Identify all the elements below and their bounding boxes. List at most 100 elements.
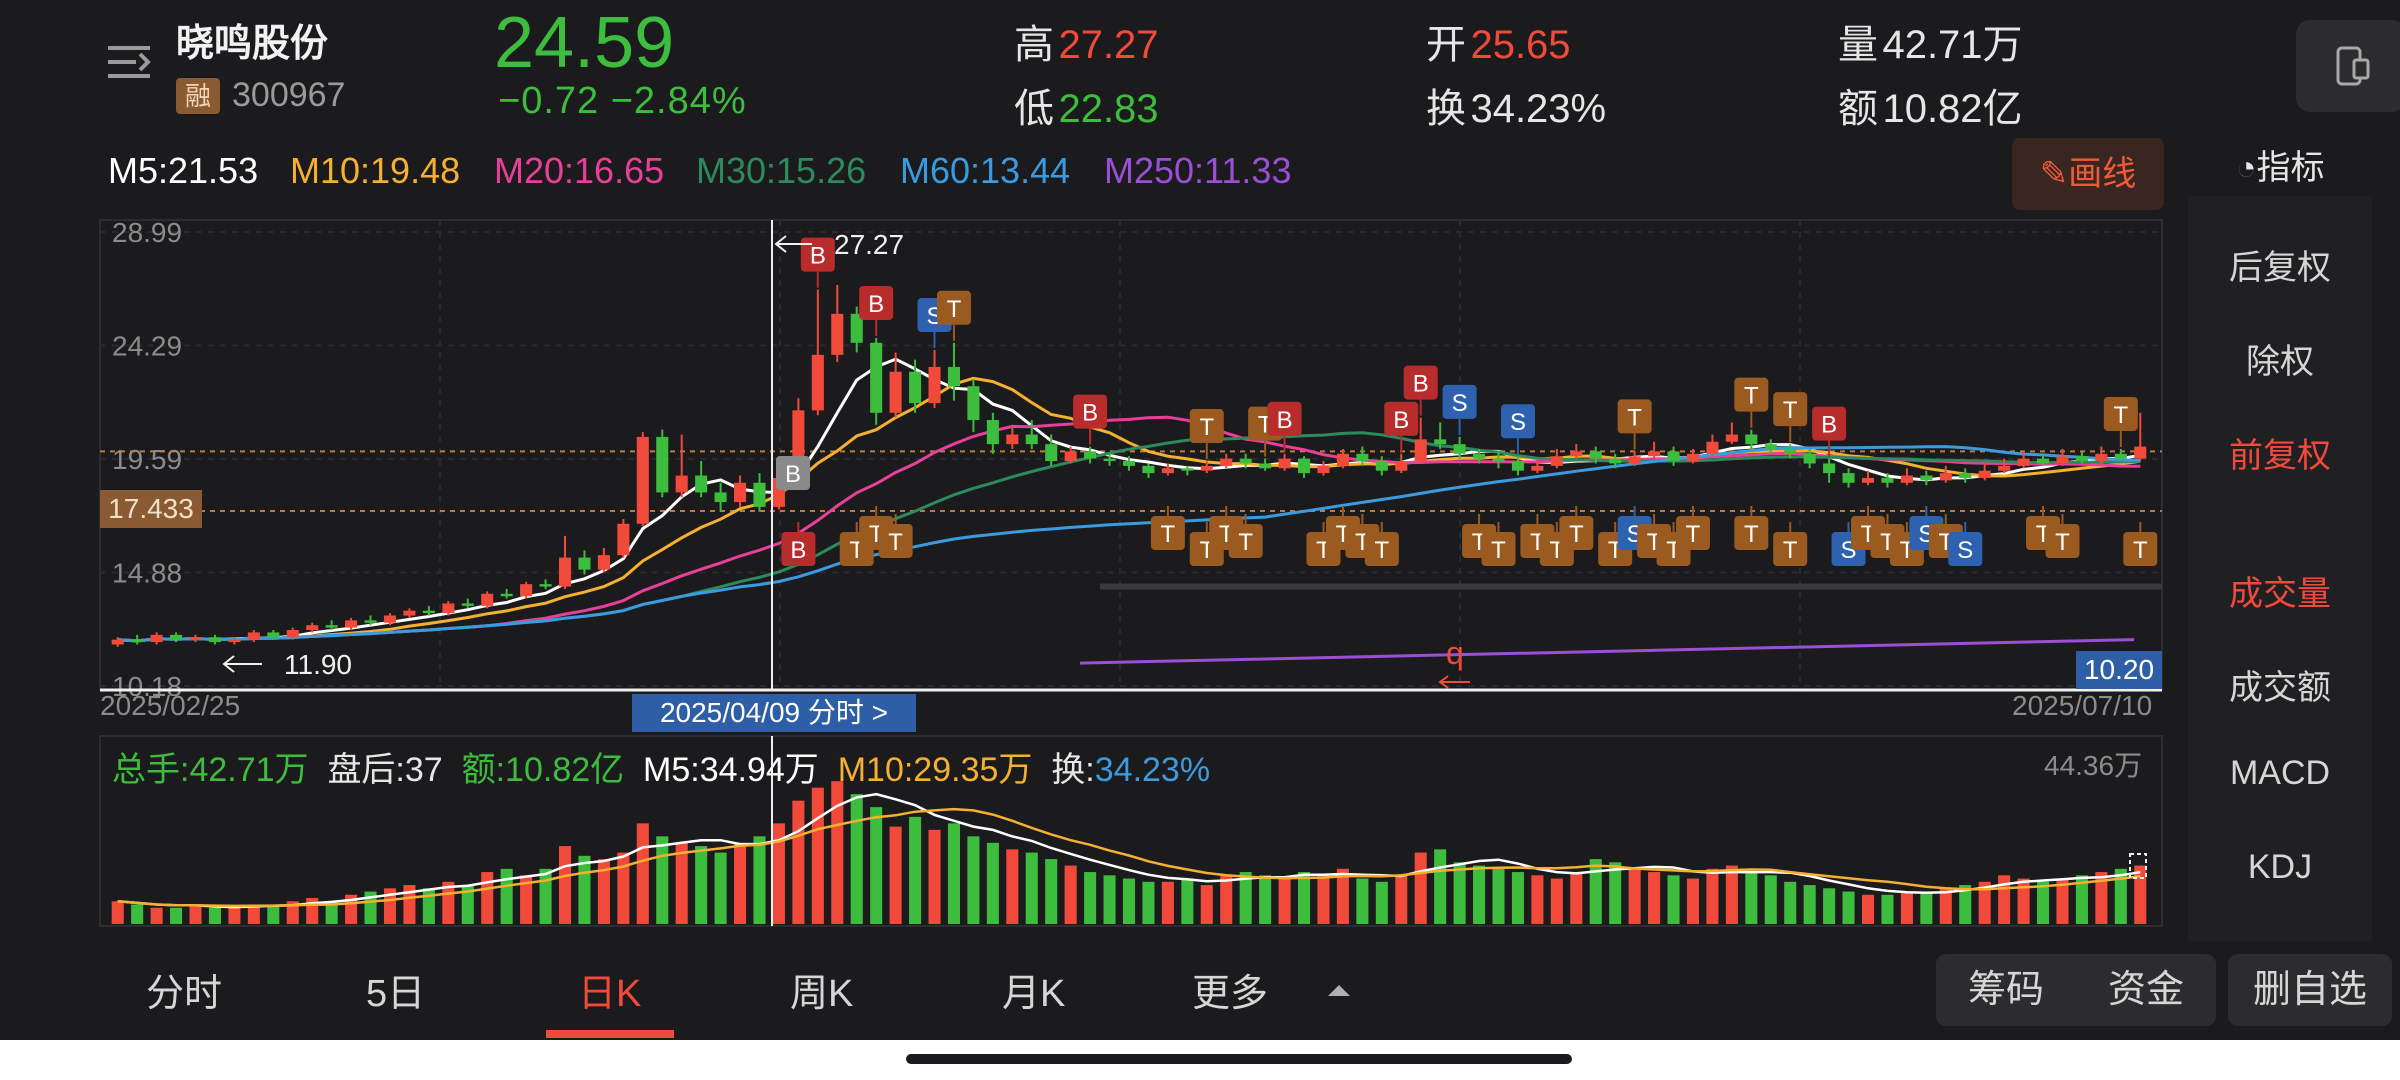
candle-body bbox=[578, 557, 591, 570]
chips-funds-group bbox=[1936, 954, 2216, 1026]
candle-body bbox=[1764, 444, 1777, 449]
marker-badge bbox=[2103, 396, 2138, 431]
marker-badge bbox=[776, 456, 810, 490]
y-tick-label: 10.18 bbox=[112, 671, 182, 696]
candle-body bbox=[1920, 475, 1933, 481]
candle-body bbox=[442, 603, 455, 614]
date-end-label: 2025/07/10 bbox=[2012, 690, 2153, 721]
candle-body bbox=[811, 354, 824, 411]
side-item-macd[interactable]: MACD bbox=[2229, 754, 2331, 792]
stock-code: 300967 bbox=[232, 76, 346, 114]
candle-body bbox=[228, 639, 241, 643]
volume-bar bbox=[772, 823, 785, 924]
candle-body bbox=[1297, 458, 1311, 474]
volume-bar bbox=[1045, 859, 1058, 924]
candle-body bbox=[189, 637, 202, 640]
tab-5day[interactable]: 5日 bbox=[366, 973, 426, 1015]
volume-ma5-line bbox=[117, 792, 2141, 909]
volume-bar bbox=[909, 816, 922, 924]
candle-body bbox=[422, 610, 435, 614]
open-value: 25.65 bbox=[1470, 23, 1571, 67]
volume-bar bbox=[481, 872, 494, 924]
remove-watchlist-button[interactable]: 删自选 bbox=[2228, 954, 2392, 1026]
marker-badge bbox=[936, 290, 971, 325]
margin-badge: 融 bbox=[176, 78, 220, 114]
volume-chart[interactable] bbox=[0, 730, 2180, 930]
candle-body bbox=[850, 313, 863, 343]
marker-badge bbox=[1442, 384, 1477, 419]
side-item-volume[interactable]: 成交量 bbox=[2229, 575, 2331, 613]
candle-body bbox=[131, 639, 144, 643]
candle-body bbox=[1531, 465, 1544, 471]
menu-icon[interactable] bbox=[104, 40, 154, 84]
ma10-line bbox=[117, 376, 2141, 643]
volume-bar bbox=[1473, 865, 1486, 924]
chevron-up-icon[interactable] bbox=[1326, 982, 1352, 1003]
volume-bar bbox=[131, 904, 144, 924]
marker-text: S bbox=[1510, 409, 1526, 436]
crosshair-date-button[interactable]: 2025/04/09 分时 > bbox=[632, 694, 916, 732]
y-tick-label: 28.99 bbox=[112, 217, 182, 248]
volume-bar bbox=[636, 823, 649, 924]
candle-body bbox=[1550, 456, 1563, 466]
high-stat: 高 27.27 bbox=[1014, 12, 1159, 70]
side-item-pre-adjust[interactable]: 前复权 bbox=[2229, 437, 2331, 475]
chips-button[interactable]: 筹码 bbox=[1967, 969, 2044, 1011]
volume-bar bbox=[1336, 868, 1349, 924]
candle-body bbox=[481, 593, 494, 606]
volume-bar bbox=[811, 787, 824, 924]
side-item-amount[interactable]: 成交额 bbox=[2229, 669, 2331, 707]
draw-line-button[interactable]: ✎画线 bbox=[2012, 138, 2164, 210]
candle-body bbox=[1706, 441, 1719, 454]
candle-body bbox=[1025, 434, 1038, 445]
tab-weekly-k[interactable]: 周K bbox=[790, 973, 854, 1015]
candle-body bbox=[753, 482, 766, 507]
volume-bar bbox=[889, 826, 902, 924]
marker-text: S bbox=[1957, 537, 1973, 564]
candle-body bbox=[1336, 453, 1349, 466]
tab-intraday[interactable]: 分时 bbox=[146, 973, 223, 1015]
volume-bar bbox=[850, 794, 863, 924]
side-item-kdj[interactable]: KDJ bbox=[2247, 848, 2313, 886]
volume-bar bbox=[1550, 878, 1563, 924]
marker-badge bbox=[1812, 406, 1847, 441]
tab-daily-k[interactable]: 日K bbox=[578, 973, 642, 1015]
volume-bar bbox=[1181, 878, 1194, 924]
volume-bar bbox=[422, 888, 435, 924]
ma10-label: M10:19.48 bbox=[290, 150, 461, 191]
candle-body bbox=[1511, 461, 1524, 471]
marker-badge bbox=[1073, 394, 1108, 429]
candle-body bbox=[870, 342, 883, 413]
candle-body bbox=[1648, 451, 1661, 457]
side-item-ex-right[interactable]: 除权 bbox=[2246, 343, 2314, 381]
volume-bar bbox=[675, 842, 688, 924]
candle-body bbox=[150, 634, 163, 643]
volume-bar bbox=[1900, 891, 1913, 924]
candle-body bbox=[1220, 458, 1233, 466]
candle-body bbox=[1006, 434, 1019, 445]
volume-bar bbox=[1784, 881, 1797, 924]
home-indicator[interactable] bbox=[906, 1054, 1572, 1064]
candle-body bbox=[1278, 458, 1291, 469]
volume-bar bbox=[870, 807, 883, 924]
candle-body bbox=[967, 386, 980, 421]
candle-body bbox=[2095, 453, 2108, 462]
tab-more[interactable]: 更多 bbox=[1192, 973, 1269, 1015]
candle-body bbox=[383, 615, 397, 623]
candle-body bbox=[1978, 470, 1991, 478]
volume-bar bbox=[1375, 881, 1388, 924]
ref-band bbox=[1100, 583, 2162, 590]
tab-monthly-k[interactable]: 月K bbox=[1002, 973, 1066, 1015]
indicator-button[interactable]: ◔指标 bbox=[2236, 149, 2325, 187]
side-item-post-adjust[interactable]: 后复权 bbox=[2229, 249, 2331, 287]
funds-button[interactable]: 资金 bbox=[2107, 969, 2184, 1011]
volume-bar bbox=[656, 836, 669, 924]
volume-ma-lines bbox=[117, 736, 2147, 926]
current-price: 24.59 bbox=[494, 3, 675, 83]
landscape-toggle-button[interactable] bbox=[2296, 20, 2400, 112]
volume-bar bbox=[267, 904, 280, 924]
low-label: 低 bbox=[1014, 87, 1054, 131]
volume-bar bbox=[558, 846, 572, 924]
open-label: 开 bbox=[1426, 23, 1466, 67]
